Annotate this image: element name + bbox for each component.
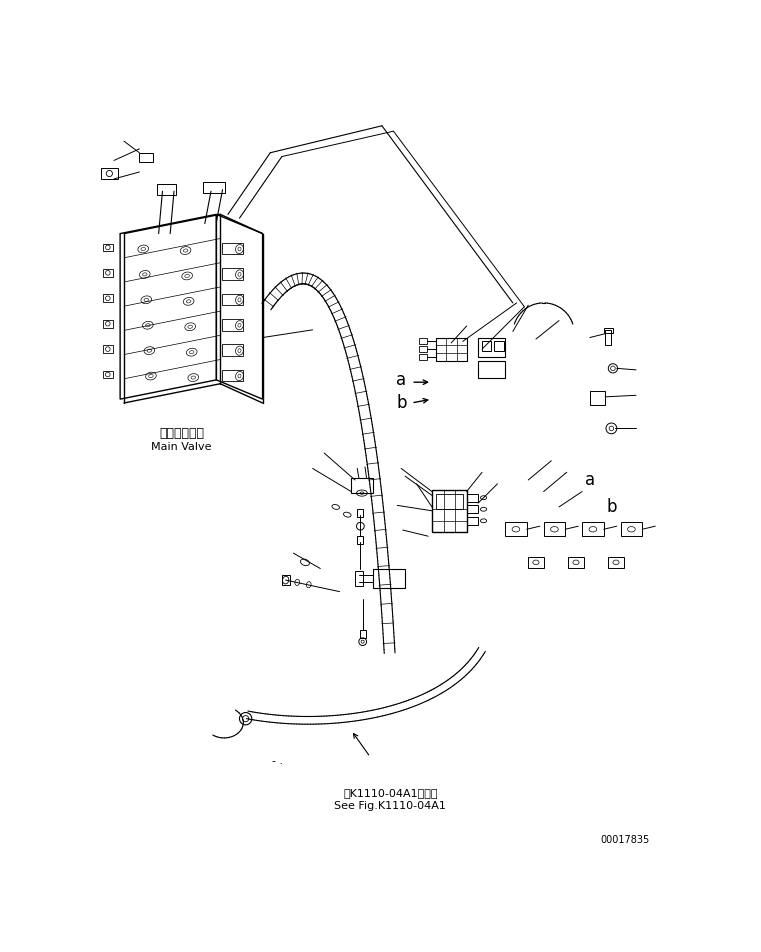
Text: a: a	[396, 371, 406, 388]
Bar	[608, 557, 624, 567]
Bar	[157, 184, 177, 195]
Bar	[221, 268, 244, 280]
Bar	[466, 517, 478, 525]
Bar	[357, 509, 364, 517]
Bar	[103, 269, 113, 277]
Bar	[528, 557, 543, 567]
Text: b: b	[607, 498, 616, 516]
Bar	[103, 320, 113, 327]
Text: 00017835: 00017835	[600, 835, 650, 844]
Bar	[103, 346, 113, 353]
Bar	[419, 354, 427, 360]
Text: - .: - .	[272, 756, 284, 766]
Text: Main Valve: Main Valve	[151, 442, 212, 452]
Bar	[436, 338, 466, 361]
Bar	[221, 370, 244, 382]
Bar	[478, 361, 505, 378]
Bar	[221, 345, 244, 356]
Bar	[355, 571, 363, 586]
Bar	[436, 494, 463, 509]
Bar	[495, 342, 504, 350]
Bar	[482, 342, 492, 350]
Bar	[103, 370, 113, 378]
Bar	[582, 523, 603, 536]
Bar	[432, 490, 466, 532]
Text: 第K1110-04A1図参照: 第K1110-04A1図参照	[343, 788, 438, 799]
Bar	[466, 506, 478, 513]
Text: メインバルブ: メインバルブ	[159, 427, 204, 440]
Text: a: a	[584, 471, 595, 489]
Bar	[419, 338, 427, 345]
Bar	[221, 293, 244, 306]
Bar	[282, 575, 289, 585]
Text: See Fig.K1110-04A1: See Fig.K1110-04A1	[335, 801, 447, 811]
Text: b: b	[396, 394, 406, 412]
Bar	[603, 328, 613, 333]
Bar	[478, 338, 505, 357]
Bar	[621, 523, 642, 536]
Bar	[419, 346, 427, 352]
Bar	[605, 329, 611, 346]
Bar	[101, 169, 118, 179]
Bar	[103, 294, 113, 302]
Bar	[568, 557, 584, 567]
Bar	[203, 182, 224, 192]
Bar	[543, 523, 565, 536]
Bar	[466, 494, 478, 502]
Bar	[351, 478, 373, 493]
Bar	[139, 152, 153, 162]
Bar	[357, 536, 364, 544]
Bar	[221, 319, 244, 330]
Bar	[360, 630, 366, 638]
Bar	[505, 523, 527, 536]
Bar	[221, 243, 244, 254]
Bar	[103, 244, 113, 251]
